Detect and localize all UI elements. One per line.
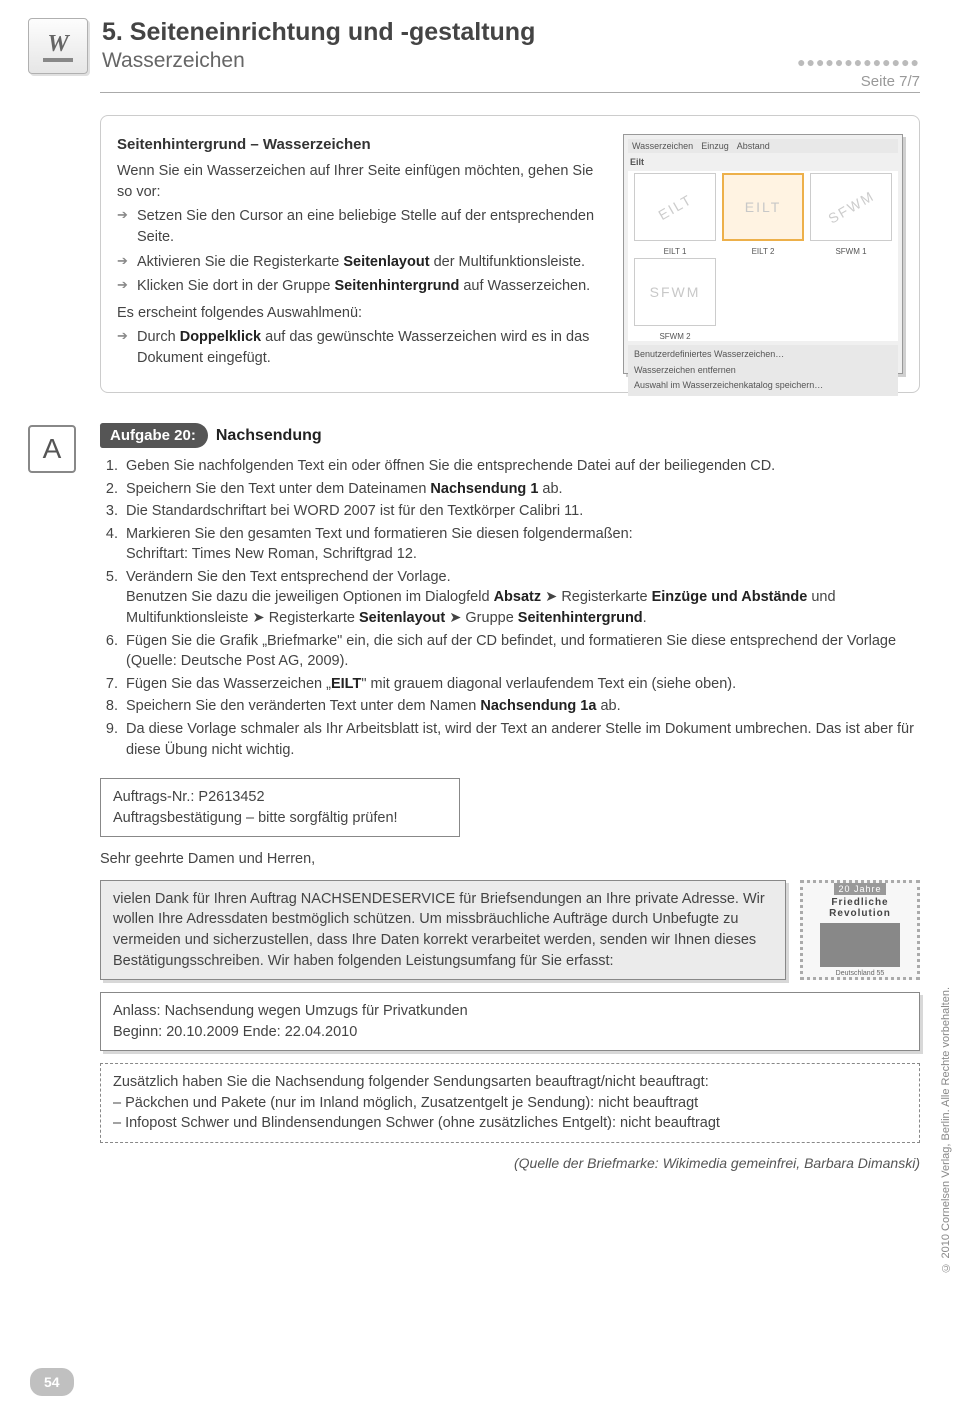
wm-menu-custom: Benutzerdefiniertes Wasserzeichen… [632, 347, 894, 363]
wm-caption-3: SFWM 1 [810, 247, 892, 256]
subtitle: Wasserzeichen [102, 49, 245, 73]
wm-tab-einzug: Einzug [701, 141, 729, 151]
stamp-subbanner: Friedliche Revolution [803, 897, 917, 919]
wm-thumb-sfwm2: SFWM [634, 258, 716, 326]
details-box: Anlass: Nachsendung wegen Umzugs für Pri… [100, 992, 920, 1051]
additional-l1: Zusätzlich haben Sie die Nachsendung fol… [113, 1072, 907, 1093]
stamp-image [820, 923, 900, 967]
wm-caption-2: EILT 2 [722, 247, 804, 256]
page-number-bubble: 54 [30, 1368, 74, 1396]
intro-step-2: Aktivieren Sie die Registerkarte Seitenl… [117, 252, 605, 273]
copyright-vertical: © 2010 Cornelsen Verlag, Berlin. Alle Re… [940, 987, 952, 1274]
aufgabe-item-9: Da diese Vorlage schmaler als Ihr Arbeit… [122, 719, 920, 760]
stamp-value: Deutschland 55 [836, 970, 885, 977]
order-box: Auftrags-Nr.: P2613452 Auftragsbestätigu… [100, 778, 460, 837]
intro-step-3: Klicken Sie dort in der Gruppe Seitenhin… [117, 276, 605, 297]
wm-tab-abstand: Abstand [737, 141, 770, 151]
wm-thumb-eilt2: EILT [722, 173, 804, 241]
intro-lead: Wenn Sie ein Wasserzeichen auf Ihrer Sei… [117, 161, 605, 202]
wm-tab-wasserzeichen: Wasserzeichen [632, 141, 693, 151]
aufgabe-item-6: Fügen Sie die Grafik „Briefmarke" ein, d… [122, 631, 920, 672]
aufgabe-item-2: Speichern Sie den Text unter dem Dateina… [122, 479, 920, 500]
page-indicator: Seite 7/7 [861, 73, 920, 90]
progress-dots: ●●●●●●●●●●●●● [797, 54, 920, 70]
wm-thumb-sfwm1: SFWM [810, 173, 892, 241]
wm-menu-remove: Wasserzeichen entfernen [632, 363, 894, 379]
wm-menu-save: Auswahl im Wasserzeichenkatalog speicher… [632, 378, 894, 394]
aufgabe-item-3: Die Standardschriftart bei WORD 2007 ist… [122, 501, 920, 522]
intro-mid: Es erscheint folgendes Auswahlmenü: [117, 303, 605, 324]
additional-l3: – Infopost Schwer und Blindensendungen S… [113, 1113, 907, 1134]
additional-box: Zusätzlich haben Sie die Nachsendung fol… [100, 1063, 920, 1143]
chapter-title: 5. Seiteneinrichtung und -gestaltung [102, 18, 920, 47]
aufgabe-pill: Aufgabe 20: [100, 423, 208, 448]
source-line: (Quelle der Briefmarke: Wikimedia gemein… [100, 1155, 920, 1171]
intro-heading: Seitenhintergrund – Wasserzeichen [117, 134, 605, 155]
salutation: Sehr geehrte Damen und Herren, [100, 849, 920, 870]
wm-toolbar: Wasserzeichen Einzug Abstand [628, 139, 898, 153]
aufgabe-item-7: Fügen Sie das Wasserzeichen „EILT" mit g… [122, 674, 920, 695]
aufgabe-item-1: Geben Sie nachfolgenden Text ein oder öf… [122, 456, 920, 477]
page-header: W 5. Seiteneinrichtung und -gestaltung W… [100, 18, 920, 90]
word-icon: W [28, 18, 88, 74]
watermark-panel: Wasserzeichen Einzug Abstand Eilt EILT E… [623, 134, 903, 374]
aufgabe-title: Nachsendung [216, 427, 322, 445]
aufgabe-list: Geben Sie nachfolgenden Text ein oder öf… [100, 456, 920, 760]
aufgabe-section: A Aufgabe 20: Nachsendung Geben Sie nach… [100, 423, 920, 760]
aufgabe-item-5: Verändern Sie den Text entsprechend der … [122, 567, 920, 629]
wm-section-label: Eilt [630, 157, 898, 167]
wm-thumb-eilt1: EILT [634, 173, 716, 241]
header-underline [100, 92, 920, 93]
wm-caption-4: SFWM 2 [634, 332, 716, 341]
stamp: 20 Jahre Friedliche Revolution Deutschla… [800, 880, 920, 980]
aufgabe-badge: A [28, 425, 76, 473]
letter-greybox: vielen Dank für Ihren Auftrag NACHSENDES… [100, 880, 786, 980]
details-reason: Anlass: Nachsendung wegen Umzugs für Pri… [113, 1001, 907, 1022]
order-confirm: Auftragsbestätigung – bitte sorgfältig p… [113, 808, 447, 829]
intro-section: Seitenhintergrund – Wasserzeichen Wenn S… [100, 115, 920, 393]
intro-step-1: Setzen Sie den Cursor an eine beliebige … [117, 206, 605, 247]
order-number: Auftrags-Nr.: P2613452 [113, 787, 447, 808]
additional-l2: – Päckchen und Pakete (nur im Inland mög… [113, 1093, 907, 1114]
wm-caption-1: EILT 1 [634, 247, 716, 256]
details-dates: Beginn: 20.10.2009 Ende: 22.04.2010 [113, 1022, 907, 1043]
stamp-banner: 20 Jahre [834, 883, 885, 895]
intro-step-4: Durch Doppelklick auf das gewünschte Was… [117, 327, 605, 368]
aufgabe-item-4: Markieren Sie den gesamten Text und form… [122, 524, 920, 565]
aufgabe-item-8: Speichern Sie den veränderten Text unter… [122, 696, 920, 717]
